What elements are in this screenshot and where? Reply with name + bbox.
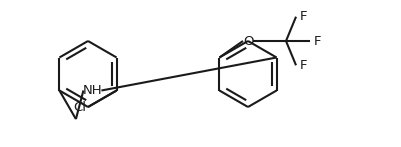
Text: F: F xyxy=(314,35,322,47)
Text: Cl: Cl xyxy=(73,101,86,113)
Text: F: F xyxy=(300,10,308,23)
Text: F: F xyxy=(300,59,308,72)
Text: O: O xyxy=(243,35,253,47)
Text: NH: NH xyxy=(83,84,102,97)
